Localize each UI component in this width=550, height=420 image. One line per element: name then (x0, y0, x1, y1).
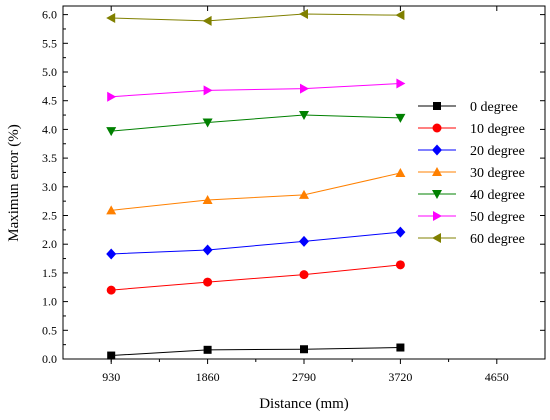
series-line (111, 264, 401, 291)
legend-label: 0 degree (470, 100, 518, 115)
legend-item: 10 degree (418, 122, 525, 137)
legend-marker (433, 211, 442, 221)
data-point (299, 189, 309, 199)
legend-label: 50 degree (470, 210, 525, 225)
y-tick-label: 2.5 (42, 209, 57, 223)
legend-label: 20 degree (470, 144, 525, 159)
series-1 (106, 260, 405, 295)
plot-frame (62, 5, 546, 360)
y-tick-label: 1.5 (42, 266, 57, 280)
series-line (111, 82, 401, 98)
y-tick-label: 4.0 (42, 122, 57, 136)
legend-marker (433, 102, 441, 110)
x-tick-label: 930 (102, 370, 120, 384)
data-point (395, 226, 406, 238)
y-tick-label: 6.0 (42, 8, 57, 22)
series-3 (106, 168, 406, 215)
data-point (106, 248, 117, 260)
data-point (395, 113, 406, 123)
y-tick-label: 5.5 (42, 36, 57, 50)
data-point (299, 270, 309, 280)
legend-label: 30 degree (470, 166, 525, 181)
series-0 (107, 343, 405, 360)
series-4 (106, 111, 406, 137)
data-point (300, 345, 308, 354)
legend-item: 0 degree (418, 100, 518, 115)
series-line (111, 172, 401, 211)
y-tick-label: 5.0 (42, 65, 57, 79)
data-point (106, 285, 116, 295)
data-point (396, 343, 405, 352)
data-point (299, 111, 309, 121)
data-point (203, 277, 213, 287)
data-point (202, 244, 213, 256)
data-point (299, 235, 309, 247)
data-point (107, 91, 117, 102)
legend-marker (432, 167, 442, 176)
series-5 (107, 78, 406, 102)
legend-item: 40 degree (418, 188, 525, 203)
x-axis: 930 1860 2790 3720 4650 (102, 6, 509, 384)
x-tick-label: 1860 (196, 370, 220, 384)
data-point (203, 85, 213, 96)
series-line (111, 13, 401, 22)
y-axis-title: Maximun error (%) (6, 124, 22, 241)
series-line (111, 114, 401, 132)
data-point (202, 15, 212, 26)
legend-item: 30 degree (418, 166, 525, 181)
data-point (202, 195, 213, 205)
data-point (395, 260, 405, 270)
legend-marker (432, 190, 442, 199)
data-point (300, 83, 309, 94)
y-tick-label: 0.5 (42, 323, 57, 337)
legend-item: 50 degree (418, 210, 525, 225)
data-point (299, 9, 308, 20)
x-tick-label: 4650 (485, 370, 509, 384)
legend-marker (432, 233, 441, 243)
data-point (202, 118, 213, 128)
data-point (106, 205, 117, 215)
data-point (395, 168, 406, 178)
y-tick-label: 4.5 (42, 94, 57, 108)
x-tick-label: 3720 (388, 370, 412, 384)
series-6 (106, 9, 405, 26)
data-point (396, 78, 406, 89)
data-point (106, 13, 116, 24)
legend-item: 20 degree (418, 144, 525, 159)
y-tick-label: 3.0 (42, 180, 57, 194)
y-tick-label: 2.0 (42, 237, 57, 251)
legend-item: 60 degree (418, 232, 525, 247)
data-point (203, 345, 212, 354)
data-point (395, 10, 405, 21)
y-axis: 0.0 0.5 1.0 1.5 2.0 2.5 3.0 3.5 4.0 4.5 5.0 5.5 6.0 (42, 8, 545, 366)
series-line (111, 347, 401, 357)
series-layer (106, 9, 406, 360)
y-tick-label: 0.0 (42, 352, 57, 366)
y-tick-label: 1.0 (42, 295, 57, 309)
series-line (111, 231, 401, 255)
x-tick-label: 2790 (292, 370, 316, 384)
legend-label: 10 degree (470, 122, 525, 137)
y-tick-label: 3.5 (42, 151, 57, 165)
x-axis-title: Distance (mm) (259, 396, 349, 412)
data-point (106, 127, 117, 137)
legend-label: 40 degree (470, 188, 525, 203)
legend-marker (432, 123, 442, 133)
legend-label: 60 degree (470, 232, 525, 247)
data-point (107, 351, 116, 360)
legend: 0 degree 10 degree 20 degree 30 degree 40 de… (418, 100, 525, 247)
series-2 (106, 226, 406, 260)
legend-marker (432, 144, 442, 156)
